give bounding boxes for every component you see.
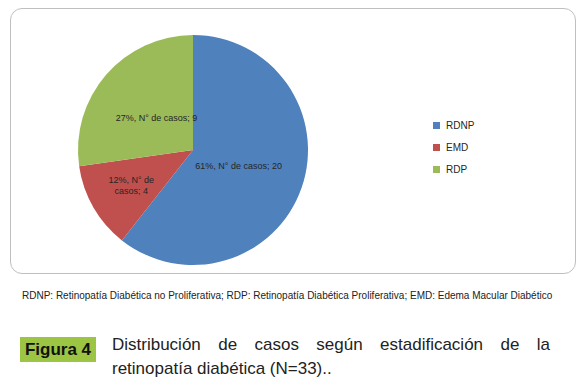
svg-text:61%, N° de casos; 20: 61%, N° de casos; 20 xyxy=(195,161,282,171)
html-text:Figura 4: Figura 4 xyxy=(24,339,92,359)
html-text:Distribución de casos según es: Distribución de casos según estadificaci… xyxy=(112,335,550,378)
html-text:RDP: RDP xyxy=(446,163,468,175)
svg-text:27%, N° de casos; 9: 27%, N° de casos; 9 xyxy=(116,113,198,123)
html-text:RDNP: RDNP xyxy=(446,119,475,131)
html-text:RDNP: Retinopatía Diabética no: RDNP: Retinopatía Diabética no Prolifera… xyxy=(22,290,553,301)
html-text:EMD: EMD xyxy=(446,141,469,153)
svg-text:12%, N° decasos; 4: 12%, N° decasos; 4 xyxy=(108,175,154,196)
